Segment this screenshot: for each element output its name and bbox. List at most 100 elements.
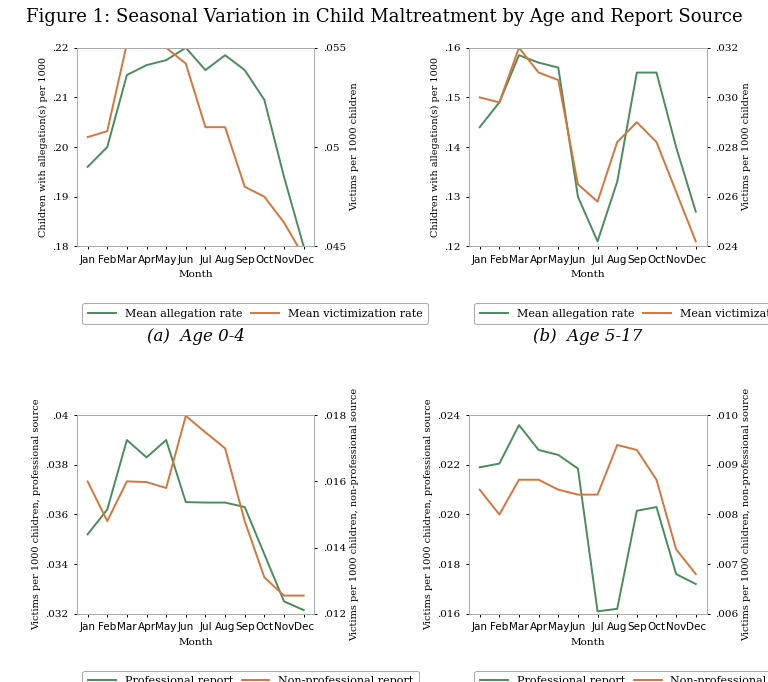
Mean victimization rate — [181, 59, 190, 68]
Professional report — [593, 607, 602, 615]
Non-professional report — [632, 446, 641, 454]
Professional report — [83, 531, 92, 539]
Y-axis label: Victims per 1000 children, non-professional source: Victims per 1000 children, non-professio… — [742, 388, 751, 641]
Professional report — [103, 505, 112, 514]
Mean victimization rate — [103, 127, 112, 135]
Non-professional report — [652, 475, 661, 484]
Mean allegation rate — [83, 163, 92, 171]
Professional report — [161, 436, 170, 444]
Mean allegation rate — [142, 61, 151, 69]
Mean victimization rate — [475, 93, 485, 102]
Professional report — [122, 436, 131, 444]
Mean victimization rate — [299, 252, 308, 261]
X-axis label: Month: Month — [178, 270, 213, 279]
Mean allegation rate — [632, 68, 641, 76]
Non-professional report — [573, 490, 582, 499]
Professional report — [240, 503, 250, 511]
Non-professional report — [103, 517, 112, 525]
Mean victimization rate — [201, 123, 210, 131]
Non-professional report — [691, 570, 700, 578]
Mean victimization rate — [240, 183, 250, 191]
Mean allegation rate — [554, 63, 563, 72]
Non-professional report — [534, 475, 543, 484]
Non-professional report — [161, 484, 170, 492]
Mean allegation rate — [671, 143, 680, 151]
Mean allegation rate — [103, 143, 112, 151]
Mean allegation rate — [122, 71, 131, 79]
Legend: Professional report, Non-professional report: Professional report, Non-professional re… — [82, 670, 419, 682]
Mean victimization rate — [632, 118, 641, 126]
Mean allegation rate — [201, 66, 210, 74]
Mean victimization rate — [573, 180, 582, 188]
X-axis label: Month: Month — [178, 638, 213, 647]
Mean victimization rate — [83, 133, 92, 141]
Y-axis label: Victims per 1000 children: Victims per 1000 children — [350, 83, 359, 211]
Professional report — [554, 451, 563, 459]
Y-axis label: Children with allegation(s) per 1000: Children with allegation(s) per 1000 — [431, 57, 440, 237]
Legend: Professional report, Non-professional report: Professional report, Non-professional re… — [475, 670, 768, 682]
Mean allegation rate — [573, 192, 582, 201]
Y-axis label: Victims per 1000 children, professional source: Victims per 1000 children, professional … — [32, 399, 41, 630]
Y-axis label: Victims per 1000 children, non-professional source: Victims per 1000 children, non-professio… — [350, 388, 359, 641]
Mean allegation rate — [260, 95, 269, 104]
Professional report — [181, 498, 190, 506]
Non-professional report — [181, 412, 190, 420]
Professional report — [280, 597, 289, 606]
X-axis label: Month: Month — [571, 638, 605, 647]
Mean victimization rate — [280, 218, 289, 226]
Professional report — [495, 460, 504, 468]
Legend: Mean allegation rate, Mean victimization rate: Mean allegation rate, Mean victimization… — [82, 303, 428, 324]
X-axis label: Month: Month — [571, 270, 605, 279]
Mean victimization rate — [260, 192, 269, 201]
Line: Non-professional report: Non-professional report — [480, 445, 696, 574]
Non-professional report — [240, 517, 250, 525]
Mean victimization rate — [122, 40, 131, 48]
Mean victimization rate — [142, 44, 151, 52]
Mean allegation rate — [534, 59, 543, 67]
Professional report — [671, 570, 680, 578]
Non-professional report — [593, 490, 602, 499]
Mean victimization rate — [534, 68, 543, 76]
Mean victimization rate — [593, 198, 602, 206]
Non-professional report — [220, 444, 230, 452]
Mean allegation rate — [652, 68, 661, 76]
Mean victimization rate — [613, 138, 622, 146]
Non-professional report — [515, 475, 524, 484]
Mean allegation rate — [240, 66, 250, 74]
Text: (a)  Age 0-4: (a) Age 0-4 — [147, 328, 245, 345]
Mean allegation rate — [181, 44, 190, 52]
Mean victimization rate — [495, 98, 504, 106]
Non-professional report — [122, 477, 131, 486]
Text: Figure 1: Seasonal Variation in Child Maltreatment by Age and Report Source: Figure 1: Seasonal Variation in Child Ma… — [25, 8, 743, 26]
Mean allegation rate — [691, 207, 700, 216]
Professional report — [534, 446, 543, 454]
Y-axis label: Victims per 1000 children, professional source: Victims per 1000 children, professional … — [424, 399, 433, 630]
Legend: Mean allegation rate, Mean victimization rate: Mean allegation rate, Mean victimization… — [475, 303, 768, 324]
Non-professional report — [142, 478, 151, 486]
Mean allegation rate — [280, 173, 289, 181]
Mean victimization rate — [515, 44, 524, 52]
Non-professional report — [201, 428, 210, 436]
Mean allegation rate — [613, 178, 622, 186]
Professional report — [573, 464, 582, 473]
Mean victimization rate — [671, 188, 680, 196]
Line: Professional report: Professional report — [480, 425, 696, 611]
Non-professional report — [554, 486, 563, 494]
Mean allegation rate — [161, 56, 170, 64]
Line: Non-professional report: Non-professional report — [88, 416, 303, 595]
Mean allegation rate — [299, 242, 308, 250]
Professional report — [652, 503, 661, 511]
Mean victimization rate — [652, 138, 661, 146]
Mean allegation rate — [475, 123, 485, 131]
Professional report — [201, 499, 210, 507]
Line: Mean allegation rate: Mean allegation rate — [88, 48, 303, 246]
Mean allegation rate — [495, 98, 504, 106]
Professional report — [142, 454, 151, 462]
Text: (b)  Age 5-17: (b) Age 5-17 — [533, 328, 642, 345]
Non-professional report — [299, 591, 308, 599]
Non-professional report — [475, 486, 485, 494]
Mean victimization rate — [554, 76, 563, 84]
Non-professional report — [671, 545, 680, 553]
Mean allegation rate — [515, 51, 524, 59]
Non-professional report — [260, 574, 269, 582]
